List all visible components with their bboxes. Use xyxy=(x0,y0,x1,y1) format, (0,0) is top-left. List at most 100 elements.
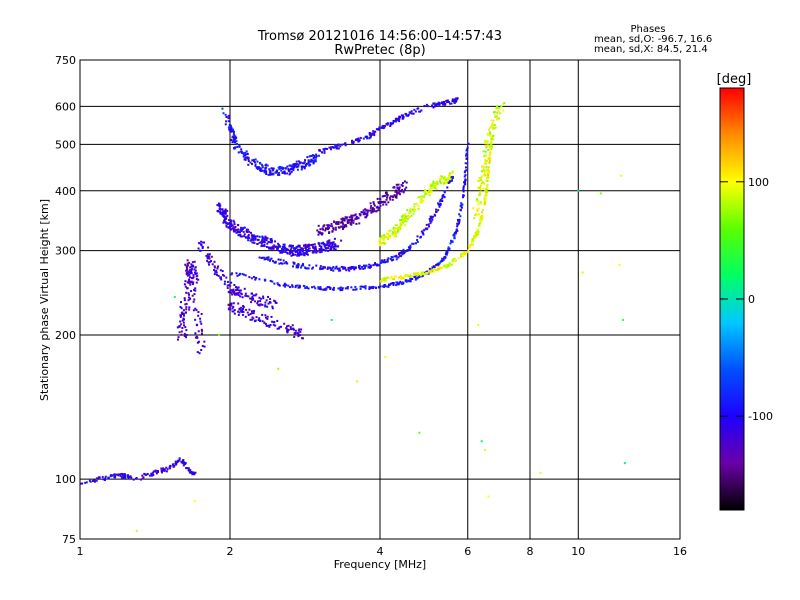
data-point xyxy=(330,222,333,225)
data-point xyxy=(442,195,445,198)
data-point xyxy=(441,266,444,269)
data-point xyxy=(453,234,456,237)
data-point xyxy=(230,302,233,305)
data-point xyxy=(420,273,423,276)
data-point xyxy=(377,209,380,212)
data-point xyxy=(261,239,264,242)
data-point xyxy=(332,269,335,272)
data-point xyxy=(180,460,183,463)
data-point xyxy=(426,191,429,194)
data-point xyxy=(445,181,448,184)
data-point xyxy=(277,242,280,245)
data-point xyxy=(306,246,309,249)
data-point xyxy=(388,234,391,237)
data-point xyxy=(488,157,491,160)
data-point xyxy=(336,222,339,225)
data-point xyxy=(429,270,432,273)
data-point xyxy=(385,191,388,194)
data-point xyxy=(266,317,269,320)
data-point xyxy=(267,246,270,249)
data-point xyxy=(266,237,269,240)
data-point xyxy=(213,269,216,272)
data-point xyxy=(476,234,479,237)
data-point xyxy=(261,256,264,259)
data-point xyxy=(323,243,326,246)
data-point xyxy=(322,241,325,244)
data-point xyxy=(472,207,475,210)
data-point xyxy=(223,220,226,223)
data-point xyxy=(276,169,279,172)
data-point xyxy=(420,201,423,204)
data-point xyxy=(298,328,301,331)
data-point xyxy=(111,474,114,477)
data-point xyxy=(242,273,245,276)
data-point xyxy=(474,235,477,238)
data-point xyxy=(391,231,394,234)
data-point xyxy=(382,203,385,206)
data-point xyxy=(187,272,190,275)
data-point xyxy=(295,264,298,267)
data-point xyxy=(431,268,434,271)
data-point xyxy=(254,294,257,297)
data-point xyxy=(152,474,155,477)
data-point xyxy=(458,220,461,223)
data-point xyxy=(394,227,397,230)
data-point xyxy=(419,201,422,204)
data-point xyxy=(219,207,222,210)
data-point xyxy=(372,286,375,289)
data-point xyxy=(294,163,297,166)
data-point xyxy=(190,471,193,474)
data-point xyxy=(237,302,240,305)
data-point xyxy=(320,245,323,248)
data-point xyxy=(188,281,191,284)
data-point xyxy=(184,311,187,314)
data-point xyxy=(394,117,397,120)
data-point xyxy=(414,272,417,275)
data-point xyxy=(363,286,366,289)
data-point xyxy=(290,167,293,170)
data-point xyxy=(407,246,410,249)
data-point xyxy=(383,259,386,262)
data-point xyxy=(429,190,432,193)
data-point xyxy=(404,112,407,115)
data-point xyxy=(337,147,340,150)
data-point xyxy=(372,201,375,204)
data-point xyxy=(231,141,234,144)
data-point xyxy=(439,175,442,178)
data-point xyxy=(244,294,247,297)
data-point xyxy=(303,244,306,247)
data-point xyxy=(378,264,381,267)
data-point xyxy=(127,474,130,477)
data-point xyxy=(237,228,240,231)
data-point xyxy=(243,235,246,238)
data-point xyxy=(379,237,382,240)
data-point xyxy=(279,165,282,168)
data-point xyxy=(178,331,181,334)
data-point xyxy=(430,217,433,220)
data-point xyxy=(197,278,200,281)
data-point xyxy=(97,477,100,480)
data-point xyxy=(84,481,87,484)
data-point xyxy=(448,172,451,175)
data-point xyxy=(188,278,191,281)
data-point xyxy=(496,115,499,118)
data-point xyxy=(104,477,107,480)
data-point xyxy=(244,292,247,295)
data-point xyxy=(413,108,416,111)
data-point xyxy=(284,248,287,251)
data-point xyxy=(271,247,274,250)
data-point xyxy=(449,180,452,183)
data-point xyxy=(129,475,132,478)
data-point xyxy=(486,144,489,147)
data-point xyxy=(268,325,271,328)
data-point xyxy=(416,274,419,277)
data-point xyxy=(232,289,235,292)
data-point xyxy=(432,265,435,268)
data-point xyxy=(266,305,269,308)
data-point xyxy=(431,266,434,269)
data-point xyxy=(447,246,450,249)
data-point xyxy=(324,249,327,252)
data-point xyxy=(205,254,208,257)
data-point xyxy=(281,262,284,265)
data-point xyxy=(386,123,389,126)
